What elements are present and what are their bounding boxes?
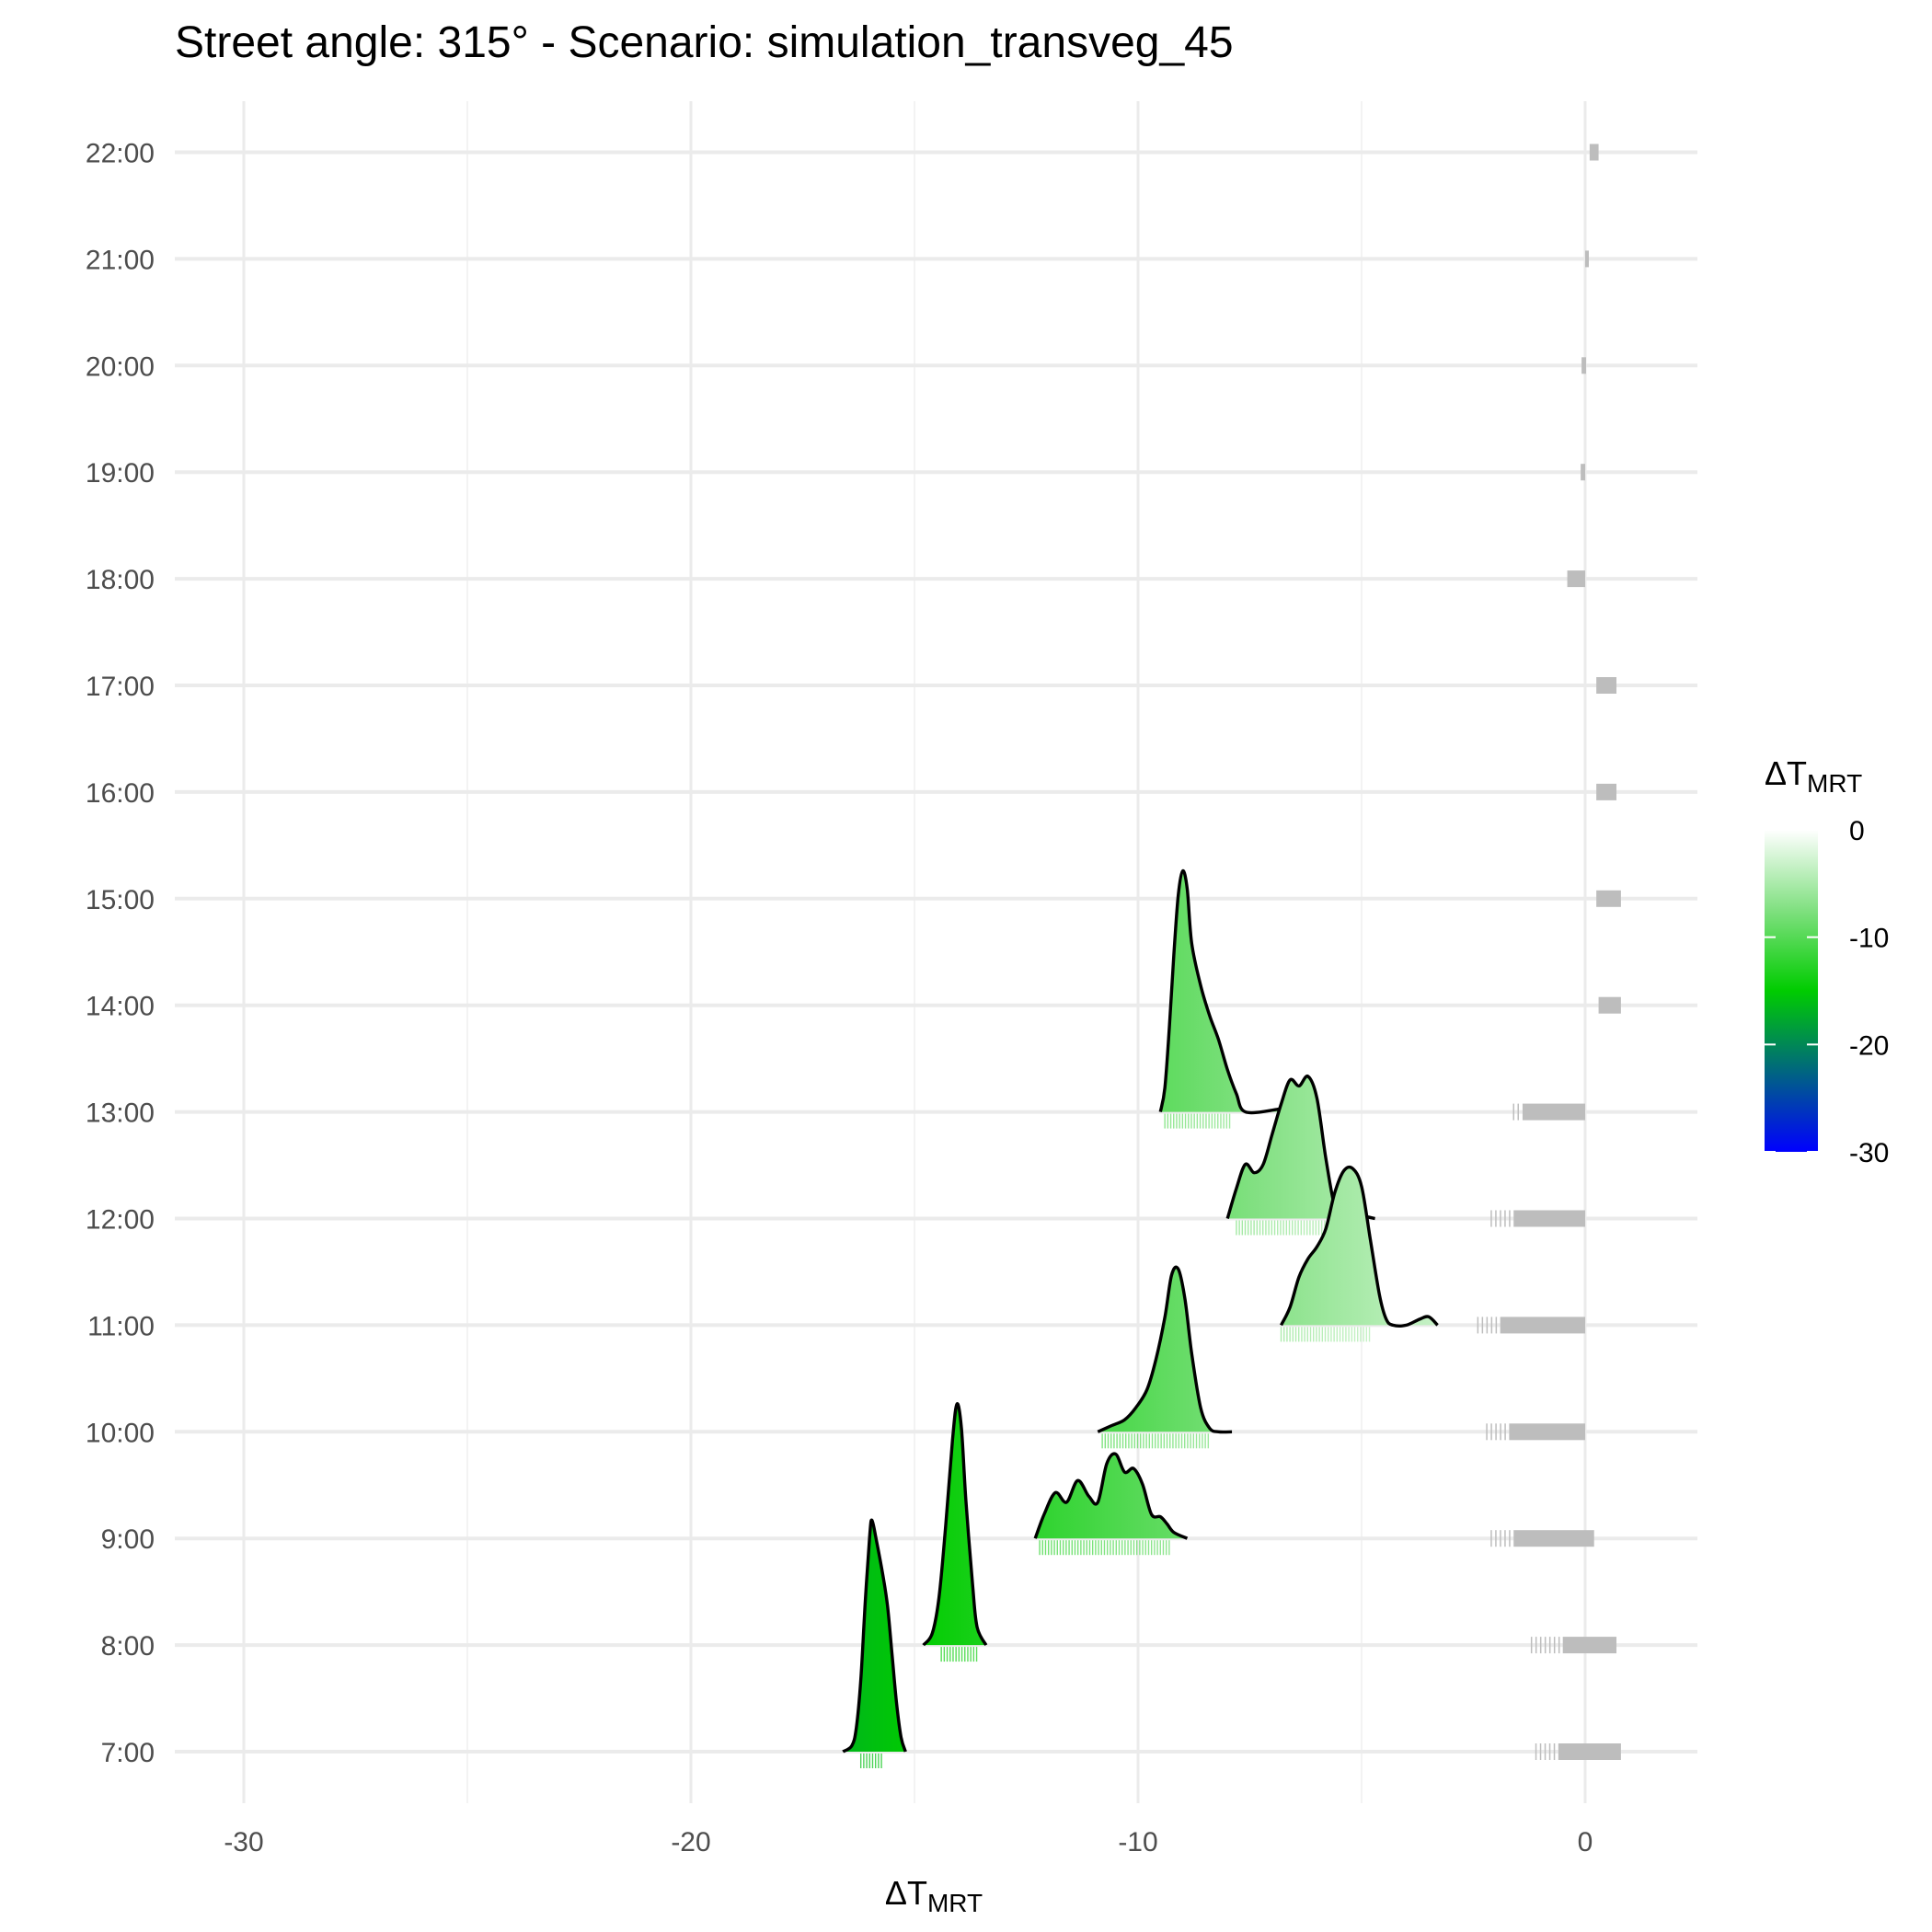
y-tick-label: 20:00 <box>86 351 155 382</box>
rug-block <box>1585 250 1589 268</box>
x-tick-label: -20 <box>671 1827 710 1857</box>
y-tick-label: 7:00 <box>101 1738 155 1768</box>
rug-block <box>1596 677 1617 694</box>
rug-block <box>1596 890 1621 907</box>
x-tick-label: 0 <box>1578 1827 1593 1857</box>
ridge-fill <box>1098 1267 1233 1432</box>
ridge-outline <box>922 1402 988 1647</box>
rug-block <box>1522 1103 1585 1121</box>
legend-tick-label: -10 <box>1849 924 1889 954</box>
legend-tick-label: 0 <box>1849 816 1865 846</box>
y-tick-label: 15:00 <box>86 885 155 915</box>
ridge-fill <box>1281 1167 1438 1327</box>
rug-block <box>1513 1530 1594 1547</box>
y-tick-label: 9:00 <box>101 1524 155 1555</box>
ridge-outline <box>1158 868 1295 1115</box>
ridge-outline <box>1279 1165 1439 1328</box>
x-tick-label: -10 <box>1118 1827 1157 1857</box>
color-legend: ΔTMRT 0 -10 -20 -30 <box>1765 754 1889 1168</box>
ridge-fill <box>1160 870 1295 1113</box>
rug-layer <box>1477 144 1621 1760</box>
ridge-fill <box>923 1403 986 1646</box>
x-tick-labels: -30 -20 -10 0 <box>224 1827 1593 1857</box>
legend-colorbar <box>1765 830 1818 1152</box>
ridge-outline <box>1097 1265 1233 1434</box>
y-tick-label: 13:00 <box>86 1098 155 1129</box>
legend-title: ΔTMRT <box>1765 754 1862 798</box>
ridge-fill <box>1227 1075 1375 1219</box>
y-tick-label: 19:00 <box>86 458 155 489</box>
legend-title-sub: MRT <box>1807 769 1862 798</box>
rug-block <box>1581 464 1585 481</box>
y-tick-label: 8:00 <box>101 1631 155 1662</box>
x-axis-title: ΔTMRT <box>885 1874 983 1917</box>
rug-block <box>1567 570 1585 588</box>
y-tick-label: 21:00 <box>86 245 155 275</box>
ridge-layer <box>842 868 1439 1768</box>
x-tick-label: -30 <box>224 1827 263 1857</box>
legend-title-main: ΔT <box>1765 754 1807 792</box>
x-axis-title-sub: MRT <box>927 1889 983 1917</box>
y-tick-label: 12:00 <box>86 1205 155 1236</box>
y-tick-label: 17:00 <box>86 672 155 702</box>
rug-block <box>1589 144 1599 161</box>
y-tick-label: 11:00 <box>87 1311 155 1341</box>
y-tick-label: 14:00 <box>86 992 155 1022</box>
rug-block <box>1596 783 1617 800</box>
y-tick-label: 10:00 <box>86 1418 155 1448</box>
rug-block <box>1513 1210 1585 1227</box>
y-tick-labels: 7:00 8:00 9:00 10:00 11:00 12:00 13:00 14:00 15:… <box>86 139 155 1769</box>
ridge-fill <box>1035 1454 1188 1539</box>
rug-block <box>1598 996 1621 1014</box>
y-tick-label: 16:00 <box>86 778 155 809</box>
legend-ticks: 0 -10 -20 -30 <box>1765 816 1889 1168</box>
ridge-outline <box>1033 1452 1189 1540</box>
rug-block <box>1581 357 1586 374</box>
ridge-fill <box>843 1520 906 1752</box>
legend-tick-label: -20 <box>1849 1030 1889 1061</box>
rug-block <box>1562 1637 1617 1654</box>
grid-lines <box>175 101 1697 1803</box>
rug-block <box>1558 1743 1621 1760</box>
x-axis-title-main: ΔT <box>885 1874 927 1912</box>
y-tick-label: 22:00 <box>86 139 155 169</box>
y-tick-label: 18:00 <box>86 565 155 595</box>
rug-block <box>1500 1317 1585 1334</box>
legend-tick-label: -30 <box>1849 1138 1889 1168</box>
rug-block <box>1509 1423 1585 1441</box>
ridge-outline <box>842 1518 907 1754</box>
chart-title: Street angle: 315° - Scenario: simulatio… <box>175 18 1234 67</box>
